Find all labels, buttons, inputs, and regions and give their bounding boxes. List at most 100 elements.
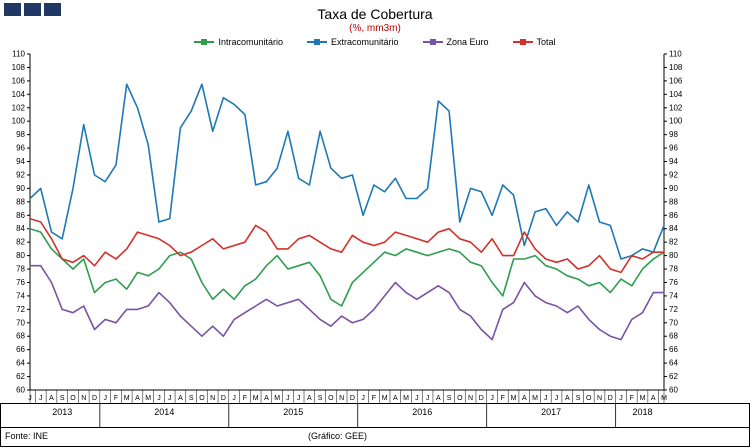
series-Total: [29, 217, 665, 274]
axis-text: 70: [16, 318, 25, 327]
axis-text: J: [619, 395, 623, 402]
axis-text: 72: [16, 305, 25, 314]
axis-text: J: [232, 395, 236, 402]
axis-text: A: [178, 395, 183, 402]
axis-text: J: [168, 395, 172, 402]
chart-title: Taxa de Cobertura: [317, 6, 433, 22]
legend-item-intracomunitario: Intracomunitário: [194, 37, 283, 47]
axis-text: 96: [669, 144, 678, 153]
axis-text: 82: [16, 238, 25, 247]
axis-text: M: [640, 395, 646, 402]
series-Extracomunitário: [29, 83, 665, 260]
series-Intracomunitário: [29, 227, 665, 307]
axis-text: 94: [16, 157, 25, 166]
axis-text: A: [49, 395, 54, 402]
axis-text: 2017: [541, 407, 561, 417]
axis-text: J: [297, 395, 301, 402]
axis-text: N: [597, 395, 602, 402]
axis-text: O: [199, 395, 205, 402]
axis-text: M: [382, 395, 388, 402]
legend-marker-extracomunitario: [306, 37, 327, 47]
axis-text: 78: [669, 265, 678, 274]
axis-text: 86: [669, 211, 678, 220]
axis-text: 74: [16, 291, 25, 300]
axis-text: 100: [669, 117, 683, 126]
axis-text: N: [468, 395, 473, 402]
axis-text: S: [318, 395, 323, 402]
logo-square: [24, 3, 41, 16]
axis-text: 76: [669, 278, 678, 287]
axis-text: 2015: [283, 407, 303, 417]
axis-text: 72: [669, 305, 678, 314]
axis-text: 104: [669, 90, 683, 99]
axis-text: 90: [669, 184, 678, 193]
axis-text: D: [92, 395, 97, 402]
axis-text: 62: [669, 372, 678, 381]
axis-text: 80: [669, 251, 678, 260]
axis-text: 2013: [52, 407, 72, 417]
axis-text: O: [586, 395, 592, 402]
axis-text: 94: [669, 157, 678, 166]
legend-label: Total: [536, 37, 556, 47]
axis-text: 64: [16, 359, 25, 368]
axis-text: 66: [16, 345, 25, 354]
axis-text: A: [393, 395, 398, 402]
axis-text: 96: [16, 144, 25, 153]
axis-text: S: [576, 395, 581, 402]
axis-text: J: [544, 395, 548, 402]
axis-text: F: [114, 395, 118, 402]
logo-square: [4, 3, 21, 16]
axis-text: 110: [669, 50, 682, 59]
axis-text: F: [501, 395, 505, 402]
legend-label: Zona Euro: [446, 37, 489, 47]
axis-text: A: [436, 395, 441, 402]
axis-text: D: [479, 395, 484, 402]
axis-text: F: [372, 395, 376, 402]
axis-text: M: [253, 395, 259, 402]
axis-text: 84: [669, 224, 678, 233]
axis-text: M: [532, 395, 538, 402]
credit-note: (Gráfico: GEE): [308, 431, 368, 441]
axis-text: 108: [669, 63, 683, 72]
axis-text: A: [565, 395, 570, 402]
legend-item-total: Total: [512, 37, 556, 47]
source-note: Fonte: INE: [5, 431, 49, 441]
axis-text: 2016: [412, 407, 432, 417]
axis-text: 78: [16, 265, 25, 274]
axis-text: J: [490, 395, 494, 402]
axis-text: A: [522, 395, 527, 402]
axis-text: 92: [669, 170, 678, 179]
axis-text: 68: [669, 332, 678, 341]
axis-text: 90: [16, 184, 25, 193]
axis-text: 2018: [632, 407, 652, 417]
legend-item-zona-euro: Zona Euro: [422, 37, 489, 47]
chart-legend: Intracomunitário Extracomunitário Zona E…: [0, 37, 750, 47]
axis-text: 70: [669, 318, 678, 327]
axis-text: 80: [16, 251, 25, 260]
logo-square: [44, 3, 61, 16]
axis-text: 92: [16, 170, 25, 179]
axis-text: J: [415, 395, 419, 402]
legend-label: Intracomunitário: [218, 37, 283, 47]
logo: [4, 3, 61, 16]
legend-marker-zona-euro: [422, 37, 443, 47]
axis-text: M: [511, 395, 517, 402]
axis-text: N: [81, 395, 86, 402]
axis-text: 106: [12, 76, 26, 85]
axis-text: 2014: [154, 407, 174, 417]
axis-text: 76: [16, 278, 25, 287]
axis-text: O: [457, 395, 463, 402]
series-Zona Euro: [29, 264, 665, 341]
axis-text: M: [274, 395, 280, 402]
axis-text: M: [124, 395, 130, 402]
axis-text: M: [403, 395, 409, 402]
legend-label: Extracomunitário: [330, 37, 399, 47]
axis-text: D: [608, 395, 613, 402]
axis-text: S: [60, 395, 65, 402]
axis-text: 102: [12, 103, 26, 112]
axis-text: 106: [669, 76, 683, 85]
axis-text: 66: [669, 345, 678, 354]
legend-item-extracomunitario: Extracomunitário: [306, 37, 399, 47]
